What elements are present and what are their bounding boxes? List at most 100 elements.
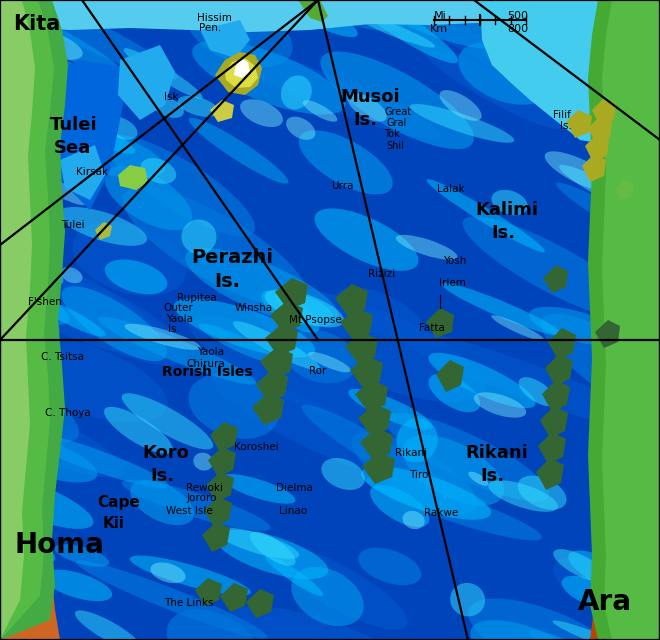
Ellipse shape: [440, 90, 482, 121]
Text: Perazhi: Perazhi: [191, 248, 273, 267]
Ellipse shape: [41, 278, 187, 366]
Polygon shape: [210, 422, 238, 452]
Text: Musoi: Musoi: [340, 88, 399, 106]
Ellipse shape: [562, 576, 620, 609]
Ellipse shape: [337, 287, 425, 341]
Ellipse shape: [189, 374, 279, 439]
Text: Ara: Ara: [578, 588, 632, 616]
Text: F'shen: F'shen: [28, 297, 61, 307]
Text: Rorish Isles: Rorish Isles: [162, 365, 252, 380]
Ellipse shape: [626, 284, 660, 366]
Ellipse shape: [601, 470, 660, 589]
Polygon shape: [588, 116, 612, 144]
Polygon shape: [261, 348, 293, 379]
Text: Kirsak: Kirsak: [76, 166, 108, 177]
Ellipse shape: [397, 419, 438, 463]
Ellipse shape: [240, 99, 283, 127]
Polygon shape: [271, 301, 303, 333]
Text: Gral: Gral: [386, 118, 407, 128]
Polygon shape: [200, 20, 250, 58]
Ellipse shape: [261, 291, 319, 333]
Text: The Links: The Links: [164, 598, 213, 608]
Ellipse shape: [59, 70, 98, 88]
Text: 500: 500: [507, 11, 528, 21]
Ellipse shape: [178, 96, 218, 117]
Ellipse shape: [0, 367, 125, 477]
Text: Rupitea: Rupitea: [177, 292, 216, 303]
Ellipse shape: [0, 0, 125, 78]
Ellipse shape: [174, 298, 315, 358]
Ellipse shape: [394, 330, 657, 431]
Ellipse shape: [104, 166, 192, 230]
Ellipse shape: [104, 407, 173, 454]
Text: Cape: Cape: [98, 495, 141, 510]
Ellipse shape: [7, 293, 69, 324]
Polygon shape: [540, 406, 568, 438]
Text: Filif: Filif: [553, 110, 571, 120]
Ellipse shape: [76, 561, 267, 639]
Polygon shape: [202, 522, 230, 552]
Polygon shape: [275, 278, 308, 310]
Ellipse shape: [19, 535, 55, 562]
Polygon shape: [0, 0, 54, 640]
Ellipse shape: [374, 0, 536, 51]
Polygon shape: [582, 154, 606, 182]
Ellipse shape: [16, 28, 83, 60]
Text: Outer: Outer: [164, 303, 193, 314]
Ellipse shape: [186, 0, 292, 68]
Text: Is.: Is.: [214, 272, 240, 291]
Ellipse shape: [428, 374, 480, 412]
Ellipse shape: [7, 0, 269, 36]
Polygon shape: [260, 347, 293, 379]
Ellipse shape: [458, 42, 550, 105]
Ellipse shape: [216, 527, 299, 559]
Ellipse shape: [18, 71, 59, 99]
Ellipse shape: [302, 404, 455, 500]
Ellipse shape: [604, 603, 660, 640]
Polygon shape: [195, 578, 222, 606]
Ellipse shape: [314, 209, 418, 271]
Ellipse shape: [553, 557, 660, 627]
Polygon shape: [543, 265, 568, 293]
Polygon shape: [118, 45, 175, 120]
Ellipse shape: [245, 0, 298, 20]
Ellipse shape: [123, 48, 203, 99]
Text: Sea: Sea: [54, 140, 91, 157]
Ellipse shape: [3, 125, 59, 164]
Polygon shape: [350, 356, 383, 388]
Text: Fatta: Fatta: [419, 323, 445, 333]
Ellipse shape: [199, 323, 277, 363]
Ellipse shape: [352, 432, 477, 514]
Ellipse shape: [141, 158, 176, 184]
Polygon shape: [622, 250, 644, 276]
Ellipse shape: [646, 550, 660, 637]
Polygon shape: [265, 324, 298, 356]
Polygon shape: [362, 452, 395, 484]
Ellipse shape: [0, 0, 178, 79]
Ellipse shape: [299, 131, 393, 195]
Polygon shape: [234, 58, 250, 78]
Polygon shape: [208, 447, 236, 477]
Ellipse shape: [58, 207, 147, 246]
Polygon shape: [298, 0, 328, 22]
Text: Koro: Koro: [142, 444, 189, 462]
Ellipse shape: [567, 0, 631, 45]
Text: C. Tsitsa: C. Tsitsa: [41, 352, 84, 362]
Ellipse shape: [281, 76, 312, 109]
Ellipse shape: [366, 477, 542, 540]
Polygon shape: [542, 380, 570, 412]
Ellipse shape: [626, 266, 660, 305]
Ellipse shape: [553, 549, 607, 582]
Polygon shape: [252, 394, 284, 425]
Ellipse shape: [282, 330, 357, 383]
Polygon shape: [95, 222, 112, 240]
Ellipse shape: [11, 429, 169, 488]
Ellipse shape: [320, 52, 474, 149]
Ellipse shape: [354, 14, 435, 47]
Polygon shape: [0, 0, 35, 640]
Ellipse shape: [125, 324, 201, 350]
Polygon shape: [270, 301, 303, 333]
Text: Tok: Tok: [384, 129, 400, 139]
Text: Is.: Is.: [168, 324, 180, 334]
Ellipse shape: [16, 120, 166, 179]
